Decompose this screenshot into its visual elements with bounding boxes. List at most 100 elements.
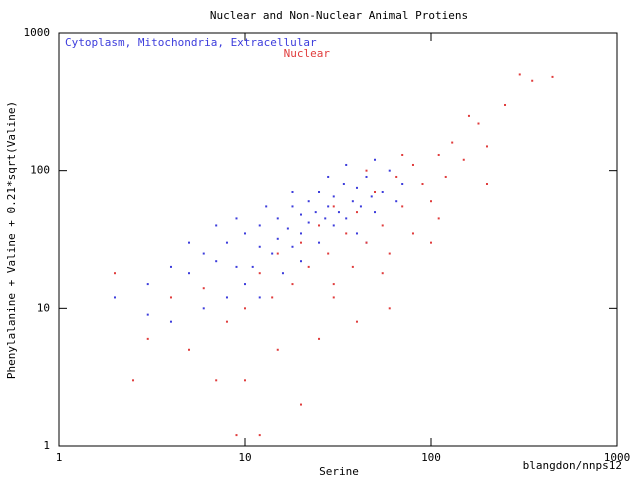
point (365, 175, 368, 178)
point (332, 224, 335, 227)
point (318, 224, 321, 227)
point (276, 252, 279, 255)
point (299, 241, 302, 244)
point (462, 158, 465, 161)
point (332, 283, 335, 286)
point (132, 379, 135, 382)
point (291, 205, 294, 208)
point (401, 153, 404, 156)
point (291, 283, 294, 286)
point (169, 296, 172, 299)
point (146, 313, 149, 316)
point (235, 217, 238, 220)
point (345, 232, 348, 235)
point (374, 190, 377, 193)
point (169, 265, 172, 268)
point (437, 217, 440, 220)
x-tick-label: 10 (238, 451, 251, 464)
x-tick-label: 1000 (604, 451, 631, 464)
point (485, 183, 488, 186)
point (299, 403, 302, 406)
point (351, 265, 354, 268)
point (359, 205, 362, 208)
chart-title: Nuclear and Non-Nuclear Animal Protiens (210, 9, 468, 22)
point (411, 163, 414, 166)
point (467, 114, 470, 117)
point (388, 252, 391, 255)
point (314, 211, 317, 214)
point (281, 272, 284, 275)
point (437, 153, 440, 156)
point (258, 434, 261, 437)
point (370, 195, 373, 198)
point (225, 296, 228, 299)
point (355, 232, 358, 235)
point (318, 190, 321, 193)
point (265, 205, 268, 208)
point (381, 272, 384, 275)
point (318, 241, 321, 244)
point (215, 260, 218, 263)
x-axis-label: Serine (319, 465, 359, 478)
point (318, 337, 321, 340)
y-tick-label: 1 (43, 439, 50, 452)
point (421, 183, 424, 186)
point (531, 79, 534, 82)
point (327, 175, 330, 178)
y-axis-label: Phenylalanine + Valine + 0.21*sqrt(Valin… (5, 101, 18, 379)
point (244, 283, 246, 286)
point (299, 213, 302, 216)
point (307, 200, 310, 203)
point (113, 272, 116, 275)
point (276, 237, 279, 240)
point (444, 175, 447, 178)
point (276, 348, 279, 351)
point (332, 195, 335, 198)
point (299, 232, 302, 235)
point (215, 379, 218, 382)
point (271, 296, 274, 299)
point (401, 205, 404, 208)
point (307, 265, 310, 268)
annotation: blangdon/nnps12 (523, 459, 622, 472)
point (327, 205, 330, 208)
point (477, 122, 480, 125)
point (146, 283, 149, 286)
point (188, 241, 191, 244)
point (324, 217, 327, 220)
y-tick-label: 10 (37, 301, 50, 314)
point (388, 169, 391, 172)
point (146, 337, 149, 340)
y-tick-label: 100 (30, 164, 50, 177)
point (244, 232, 246, 235)
point (395, 200, 398, 203)
point (345, 217, 348, 220)
point (345, 163, 348, 166)
point (411, 232, 414, 235)
point (365, 241, 368, 244)
point (169, 320, 172, 323)
point (258, 245, 261, 248)
point (332, 296, 335, 299)
point (244, 379, 246, 382)
point (430, 200, 432, 203)
point (251, 265, 254, 268)
point (188, 348, 191, 351)
point (355, 186, 358, 189)
point (365, 169, 368, 172)
y-tick-label: 1000 (24, 26, 51, 39)
plot-frame (58, 32, 618, 447)
point (388, 307, 391, 310)
point (291, 245, 294, 248)
point (215, 224, 218, 227)
point (258, 296, 261, 299)
point (202, 307, 205, 310)
point (504, 103, 507, 106)
point (276, 217, 279, 220)
point (327, 252, 330, 255)
legend-label: Nuclear (284, 47, 331, 60)
point (258, 224, 261, 227)
point (299, 260, 302, 263)
point (342, 183, 345, 186)
point (235, 434, 238, 437)
